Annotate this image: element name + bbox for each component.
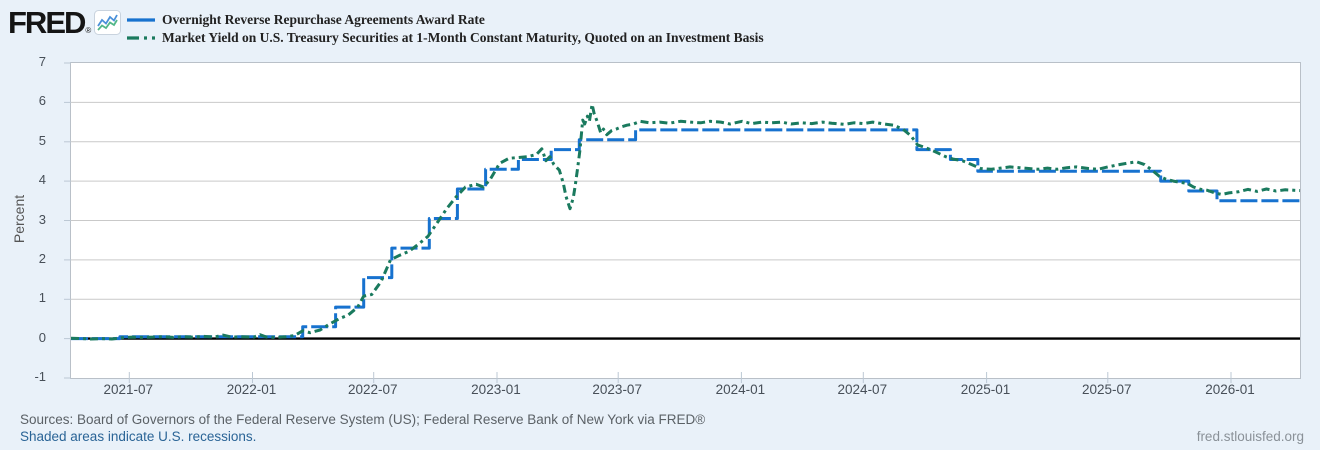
recessions-note-link[interactable]: Shaded areas indicate U.S. recessions. [20, 429, 257, 444]
sources-text: Sources: Board of Governors of the Feder… [20, 412, 706, 427]
fred-logo-text: FRED [8, 5, 86, 40]
fred-site-link[interactable]: fred.stlouisfed.org [1196, 429, 1304, 444]
x-axis-labels: 2021-07 2022-01 2022-07 2023-01 2023-07 2024-… [70, 382, 1299, 402]
legend: Overnight Reverse Repurchase Agreements … [127, 11, 764, 47]
chart-canvas [64, 62, 1301, 383]
x-tick-label: 2023-01 [471, 382, 521, 397]
y-tick-label: 0 [38, 329, 46, 345]
y-tick-label: 5 [38, 132, 46, 148]
x-tick-label: 2021-07 [103, 382, 154, 397]
x-tick-label: 2022-07 [347, 382, 398, 397]
x-tick-label: 2024-01 [715, 382, 766, 397]
y-tick-label: 3 [38, 211, 46, 227]
x-tick-label: 2026-01 [1205, 382, 1255, 397]
legend-label-treasury: Market Yield on U.S. Treasury Securities… [162, 30, 764, 45]
rrp-award-rate-line [71, 128, 1300, 341]
legend-label-rrp: Overnight Reverse Repurchase Agreements … [162, 12, 485, 27]
y-tick-label: 2 [38, 250, 46, 266]
y-axis-labels: 7 6 5 4 3 2 1 0 -1 [0, 54, 57, 384]
rrp-series-swatch-icon [127, 17, 155, 23]
legend-item-rrp-award-rate: Overnight Reverse Repurchase Agreements … [127, 11, 764, 29]
x-tick-label: 2024-07 [837, 382, 888, 397]
x-tick-label: 2023-07 [592, 382, 642, 397]
registered-mark: ® [85, 26, 92, 35]
y-tick-label: 1 [38, 290, 46, 306]
y-tick-label: 6 [38, 93, 46, 109]
y-tick-label: 4 [38, 172, 46, 188]
y-axis-title: Percent [11, 194, 27, 244]
y-tick-label: 7 [38, 54, 46, 69]
treasury-1m-yield-line [70, 102, 1301, 341]
treasury-series-swatch-icon [127, 35, 155, 41]
fred-logo-chart-icon [94, 10, 122, 35]
x-tick-label: 2025-07 [1081, 382, 1132, 397]
chart-plot-area [64, 62, 1301, 383]
logo-zigzag-blue [97, 14, 119, 27]
x-tick-label: 2022-01 [226, 382, 277, 397]
y-tick-label: -1 [34, 369, 46, 384]
fred-logo[interactable]: FRED ® [8, 5, 122, 40]
legend-item-treasury-yield: Market Yield on U.S. Treasury Securities… [127, 29, 764, 47]
logo-zigzag-green [97, 19, 119, 31]
x-tick-label: 2025-01 [960, 382, 1011, 397]
